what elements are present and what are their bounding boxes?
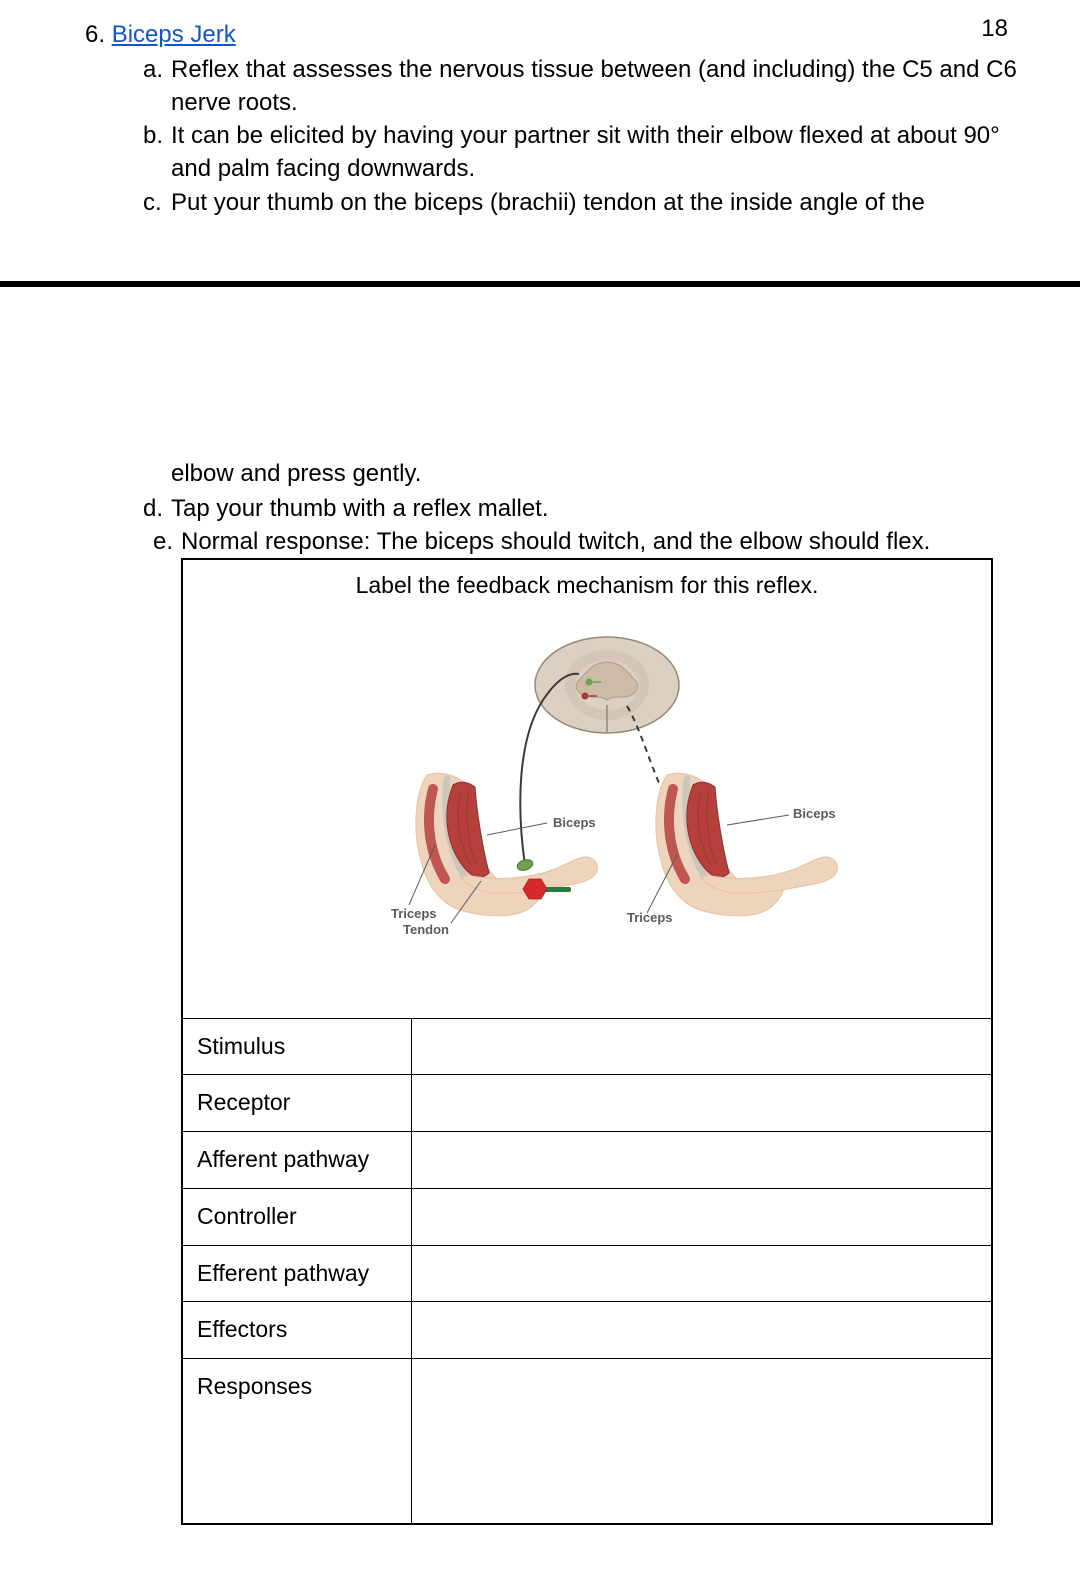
label-biceps-right: Biceps <box>793 806 836 821</box>
reflex-diagram: Biceps Biceps Triceps Triceps Tendon <box>183 606 991 1018</box>
list-marker-e: e. <box>153 525 181 558</box>
list-text-d: Tap your thumb with a reflex mallet. <box>171 492 1035 525</box>
table-row: Responses <box>183 1359 991 1524</box>
row-label: Controller <box>183 1188 412 1245</box>
table-row: Afferent pathway <box>183 1132 991 1189</box>
spacer <box>45 287 1035 457</box>
list-text-b: It can be elicited by having your partne… <box>171 119 1035 185</box>
list-marker-6: 6. <box>85 21 105 48</box>
list-text-e: Normal response: The biceps should twitc… <box>181 525 1035 558</box>
left-arm-icon <box>409 773 597 923</box>
feedback-box: Label the feedback mechanism for this re… <box>181 558 993 1525</box>
table-row: Receptor <box>183 1075 991 1132</box>
table-row: Effectors <box>183 1302 991 1359</box>
list-marker-d: d. <box>143 492 171 525</box>
list-text-c-after: elbow and press gently. <box>171 457 1035 490</box>
row-value <box>412 1188 992 1245</box>
row-label: Stimulus <box>183 1018 412 1075</box>
row-value <box>412 1245 992 1302</box>
row-label: Receptor <box>183 1075 412 1132</box>
row-value <box>412 1359 992 1524</box>
page: 18 6. Biceps Jerk a. Reflex that assesse… <box>0 0 1080 1569</box>
row-label: Responses <box>183 1359 412 1524</box>
list-text-a: Reflex that assesses the nervous tissue … <box>171 53 1035 119</box>
label-triceps-right: Triceps <box>627 910 673 925</box>
table-row: Controller <box>183 1188 991 1245</box>
list-marker-b: b. <box>143 119 171 185</box>
table-row: Efferent pathway <box>183 1245 991 1302</box>
sub-list-continued: d. Tap your thumb with a reflex mallet. … <box>143 492 1035 558</box>
row-value <box>412 1018 992 1075</box>
row-value <box>412 1075 992 1132</box>
list-item-a: a. Reflex that assesses the nervous tiss… <box>143 53 1035 119</box>
row-label: Afferent pathway <box>183 1132 412 1189</box>
feedback-table-body: Stimulus Receptor Afferent pathway Contr… <box>183 1018 991 1523</box>
feedback-table: Stimulus Receptor Afferent pathway Contr… <box>183 1018 991 1523</box>
list-item-e: e. Normal response: The biceps should tw… <box>153 525 1035 558</box>
reflex-diagram-svg: Biceps Biceps Triceps Triceps Tendon <box>327 610 847 990</box>
list-item-c: c. Put your thumb on the biceps (brachii… <box>143 186 1035 219</box>
row-value <box>412 1302 992 1359</box>
list-item-d: d. Tap your thumb with a reflex mallet. <box>143 492 1035 525</box>
list-item-b: b. It can be elicited by having your par… <box>143 119 1035 185</box>
list-text-c-before: Put your thumb on the biceps (brachii) t… <box>171 186 1035 219</box>
figure-caption: Label the feedback mechanism for this re… <box>183 560 991 606</box>
page-number: 18 <box>981 12 1008 45</box>
label-triceps-left: Triceps <box>391 906 437 921</box>
label-tendon: Tendon <box>403 922 449 937</box>
list-item-6: 6. Biceps Jerk a. Reflex that assesses t… <box>85 18 1035 219</box>
sub-list: a. Reflex that assesses the nervous tiss… <box>143 53 1035 219</box>
table-row: Stimulus <box>183 1018 991 1075</box>
label-biceps-left: Biceps <box>553 815 596 830</box>
list-marker-a: a. <box>143 53 171 119</box>
list-marker-c: c. <box>143 186 171 219</box>
right-arm-icon <box>647 773 837 916</box>
spinal-cord-icon <box>535 637 679 733</box>
biceps-jerk-link[interactable]: Biceps Jerk <box>112 21 236 48</box>
row-value <box>412 1132 992 1189</box>
row-label: Effectors <box>183 1302 412 1359</box>
row-label: Efferent pathway <box>183 1245 412 1302</box>
